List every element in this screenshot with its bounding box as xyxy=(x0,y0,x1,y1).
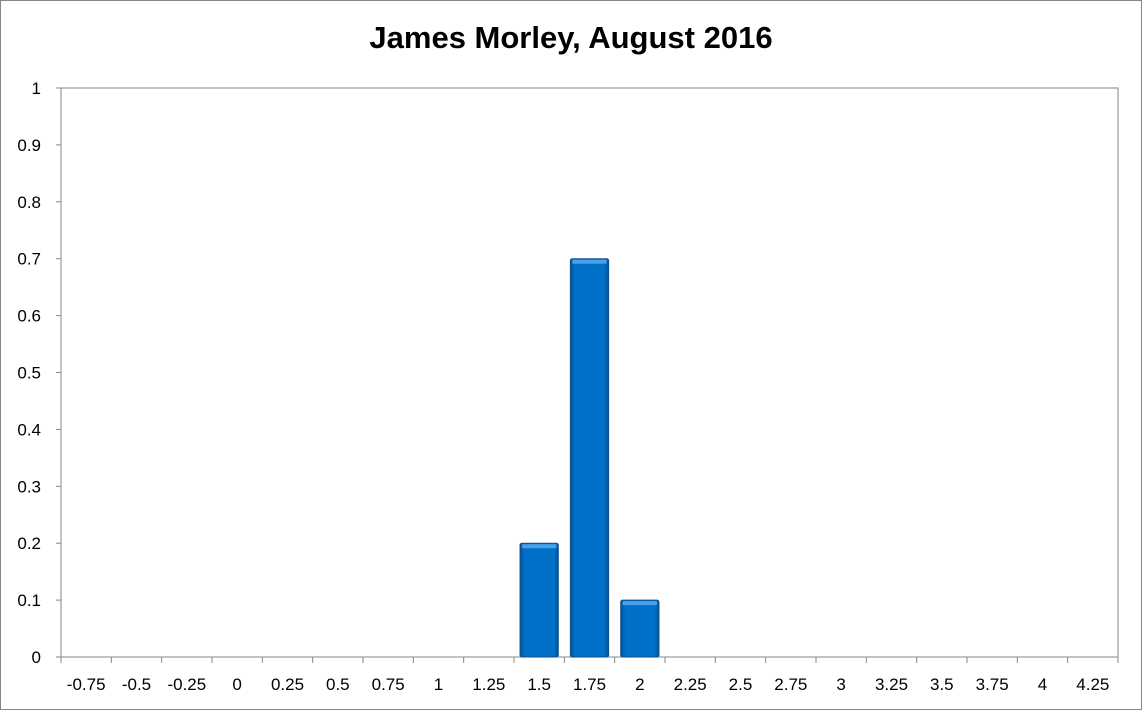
chart-title: James Morley, August 2016 xyxy=(369,20,773,55)
x-tick-label: 4 xyxy=(1038,675,1047,694)
bar-1.5 xyxy=(519,542,559,658)
y-tick-label: 0.4 xyxy=(17,420,41,439)
y-tick-label: 0.8 xyxy=(17,193,41,212)
bar-highlight xyxy=(572,259,607,264)
x-tick-label: 3.5 xyxy=(930,675,954,694)
y-tick-label: 0 xyxy=(32,648,41,667)
y-tick-label: 0.6 xyxy=(17,307,41,326)
x-tick-label: 1 xyxy=(434,675,443,694)
x-tick-label: 0.75 xyxy=(372,675,405,694)
y-tick-label: 0.1 xyxy=(17,591,41,610)
x-tick-label: 3.75 xyxy=(976,675,1009,694)
x-tick-label: 2.5 xyxy=(729,675,753,694)
bar-highlight xyxy=(522,544,557,549)
bar-highlight xyxy=(622,601,657,606)
x-tick-label: 1.25 xyxy=(472,675,505,694)
x-tick-label: -0.25 xyxy=(167,675,206,694)
bar-2 xyxy=(620,599,660,658)
x-tick-label: 3 xyxy=(836,675,845,694)
x-tick-label: 3.25 xyxy=(875,675,908,694)
x-tick-label: -0.75 xyxy=(67,675,106,694)
x-tick-label: 1.75 xyxy=(573,675,606,694)
x-tick-label: 2.25 xyxy=(674,675,707,694)
y-tick-label: 0.2 xyxy=(17,534,41,553)
x-tick-label: 0.25 xyxy=(271,675,304,694)
x-tick-label: 2.75 xyxy=(774,675,807,694)
y-tick-label: 0.5 xyxy=(17,364,41,383)
y-tick-label: 0.9 xyxy=(17,136,41,155)
x-tick-label: 4.25 xyxy=(1076,675,1109,694)
bar-1.75 xyxy=(569,258,610,658)
y-tick-label: 0.3 xyxy=(17,477,41,496)
x-tick-label: -0.5 xyxy=(122,675,151,694)
x-tick-label: 0 xyxy=(232,675,241,694)
x-tick-label: 0.5 xyxy=(326,675,350,694)
y-tick-label: 0.7 xyxy=(17,250,41,269)
y-tick-label: 1 xyxy=(32,79,41,98)
x-tick-label: 1.5 xyxy=(527,675,551,694)
x-tick-label: 2 xyxy=(635,675,644,694)
